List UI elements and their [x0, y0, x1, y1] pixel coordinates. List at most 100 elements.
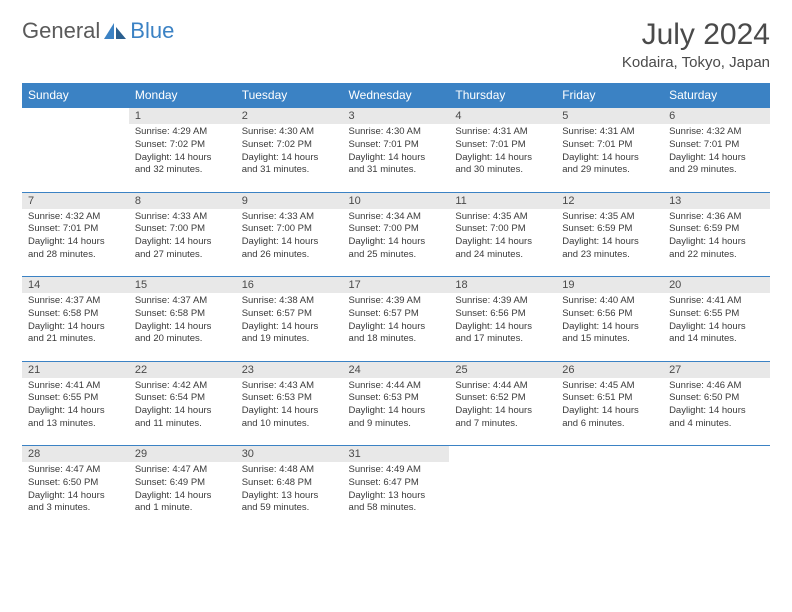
sunset-text: Sunset: 6:52 PM	[455, 392, 550, 405]
sunset-text: Sunset: 7:00 PM	[242, 223, 337, 236]
d2-text: and 27 minutes.	[135, 249, 230, 262]
day-content-cell: Sunrise: 4:31 AMSunset: 7:01 PMDaylight:…	[556, 124, 663, 192]
d1-text: Daylight: 14 hours	[349, 321, 444, 334]
d1-text: Daylight: 14 hours	[242, 321, 337, 334]
d2-text: and 31 minutes.	[242, 164, 337, 177]
d2-text: and 29 minutes.	[562, 164, 657, 177]
day-header: Thursday	[449, 83, 556, 108]
sunset-text: Sunset: 6:57 PM	[349, 308, 444, 321]
day-content-cell: Sunrise: 4:34 AMSunset: 7:00 PMDaylight:…	[343, 209, 450, 277]
sunset-text: Sunset: 7:01 PM	[349, 139, 444, 152]
day-number-cell: 25	[449, 361, 556, 378]
sunrise-text: Sunrise: 4:47 AM	[135, 464, 230, 477]
sunset-text: Sunset: 6:58 PM	[135, 308, 230, 321]
d1-text: Daylight: 14 hours	[562, 236, 657, 249]
day-number-cell: 4	[449, 108, 556, 125]
day-number-cell: 11	[449, 192, 556, 209]
sunrise-text: Sunrise: 4:44 AM	[349, 380, 444, 393]
day-number-cell: 6	[663, 108, 770, 125]
day-content-cell: Sunrise: 4:39 AMSunset: 6:57 PMDaylight:…	[343, 293, 450, 361]
day-header: Saturday	[663, 83, 770, 108]
day-content-cell: Sunrise: 4:46 AMSunset: 6:50 PMDaylight:…	[663, 378, 770, 446]
d2-text: and 29 minutes.	[669, 164, 764, 177]
day-content-cell	[449, 462, 556, 530]
logo-text-blue: Blue	[130, 18, 174, 44]
d1-text: Daylight: 14 hours	[28, 321, 123, 334]
day-content-cell: Sunrise: 4:38 AMSunset: 6:57 PMDaylight:…	[236, 293, 343, 361]
sunset-text: Sunset: 7:00 PM	[135, 223, 230, 236]
day-number-cell: 12	[556, 192, 663, 209]
d2-text: and 10 minutes.	[242, 418, 337, 431]
day-number-cell: 2	[236, 108, 343, 125]
sunset-text: Sunset: 6:50 PM	[669, 392, 764, 405]
d1-text: Daylight: 14 hours	[455, 321, 550, 334]
d2-text: and 31 minutes.	[349, 164, 444, 177]
d1-text: Daylight: 14 hours	[28, 236, 123, 249]
sunrise-text: Sunrise: 4:30 AM	[349, 126, 444, 139]
d2-text: and 19 minutes.	[242, 333, 337, 346]
d2-text: and 28 minutes.	[28, 249, 123, 262]
sunset-text: Sunset: 7:02 PM	[242, 139, 337, 152]
day-content-cell: Sunrise: 4:45 AMSunset: 6:51 PMDaylight:…	[556, 378, 663, 446]
d1-text: Daylight: 14 hours	[562, 321, 657, 334]
sunrise-text: Sunrise: 4:30 AM	[242, 126, 337, 139]
day-content-cell: Sunrise: 4:44 AMSunset: 6:53 PMDaylight:…	[343, 378, 450, 446]
d2-text: and 4 minutes.	[669, 418, 764, 431]
sunset-text: Sunset: 7:01 PM	[562, 139, 657, 152]
calendar-table: Sunday Monday Tuesday Wednesday Thursday…	[22, 83, 770, 530]
sunrise-text: Sunrise: 4:36 AM	[669, 211, 764, 224]
sunrise-text: Sunrise: 4:34 AM	[349, 211, 444, 224]
sunset-text: Sunset: 6:47 PM	[349, 477, 444, 490]
d1-text: Daylight: 14 hours	[242, 236, 337, 249]
sunrise-text: Sunrise: 4:38 AM	[242, 295, 337, 308]
sunrise-text: Sunrise: 4:37 AM	[135, 295, 230, 308]
sunset-text: Sunset: 6:55 PM	[28, 392, 123, 405]
sunset-text: Sunset: 6:53 PM	[242, 392, 337, 405]
d1-text: Daylight: 14 hours	[28, 490, 123, 503]
day-number-row: 14151617181920	[22, 277, 770, 294]
day-content-cell: Sunrise: 4:37 AMSunset: 6:58 PMDaylight:…	[129, 293, 236, 361]
day-header: Sunday	[22, 83, 129, 108]
d2-text: and 23 minutes.	[562, 249, 657, 262]
day-content-cell: Sunrise: 4:42 AMSunset: 6:54 PMDaylight:…	[129, 378, 236, 446]
day-content-row: Sunrise: 4:41 AMSunset: 6:55 PMDaylight:…	[22, 378, 770, 446]
day-number-cell: 30	[236, 446, 343, 463]
day-number-row: 21222324252627	[22, 361, 770, 378]
day-number-cell: 24	[343, 361, 450, 378]
day-number-cell: 21	[22, 361, 129, 378]
sunrise-text: Sunrise: 4:49 AM	[349, 464, 444, 477]
d1-text: Daylight: 14 hours	[135, 236, 230, 249]
sunset-text: Sunset: 6:58 PM	[28, 308, 123, 321]
d2-text: and 17 minutes.	[455, 333, 550, 346]
day-content-cell: Sunrise: 4:30 AMSunset: 7:01 PMDaylight:…	[343, 124, 450, 192]
day-number-cell: 28	[22, 446, 129, 463]
sunset-text: Sunset: 6:57 PM	[242, 308, 337, 321]
page-title: July 2024	[622, 18, 770, 52]
sunrise-text: Sunrise: 4:47 AM	[28, 464, 123, 477]
location-subtitle: Kodaira, Tokyo, Japan	[622, 54, 770, 71]
day-number-row: 78910111213	[22, 192, 770, 209]
sunset-text: Sunset: 6:59 PM	[669, 223, 764, 236]
sunset-text: Sunset: 7:02 PM	[135, 139, 230, 152]
day-content-cell: Sunrise: 4:35 AMSunset: 6:59 PMDaylight:…	[556, 209, 663, 277]
d1-text: Daylight: 14 hours	[135, 405, 230, 418]
d1-text: Daylight: 14 hours	[455, 152, 550, 165]
logo-sails-icon	[102, 21, 128, 41]
day-number-row: 28293031	[22, 446, 770, 463]
sunrise-text: Sunrise: 4:31 AM	[455, 126, 550, 139]
sunset-text: Sunset: 6:50 PM	[28, 477, 123, 490]
day-content-cell	[22, 124, 129, 192]
d2-text: and 15 minutes.	[562, 333, 657, 346]
day-content-cell: Sunrise: 4:29 AMSunset: 7:02 PMDaylight:…	[129, 124, 236, 192]
sunset-text: Sunset: 7:01 PM	[669, 139, 764, 152]
sunrise-text: Sunrise: 4:33 AM	[135, 211, 230, 224]
d2-text: and 7 minutes.	[455, 418, 550, 431]
day-header: Tuesday	[236, 83, 343, 108]
d1-text: Daylight: 14 hours	[455, 236, 550, 249]
day-number-cell: 15	[129, 277, 236, 294]
day-content-cell: Sunrise: 4:33 AMSunset: 7:00 PMDaylight:…	[129, 209, 236, 277]
day-content-row: Sunrise: 4:32 AMSunset: 7:01 PMDaylight:…	[22, 209, 770, 277]
day-number-cell: 16	[236, 277, 343, 294]
sunset-text: Sunset: 6:55 PM	[669, 308, 764, 321]
sunset-text: Sunset: 6:54 PM	[135, 392, 230, 405]
